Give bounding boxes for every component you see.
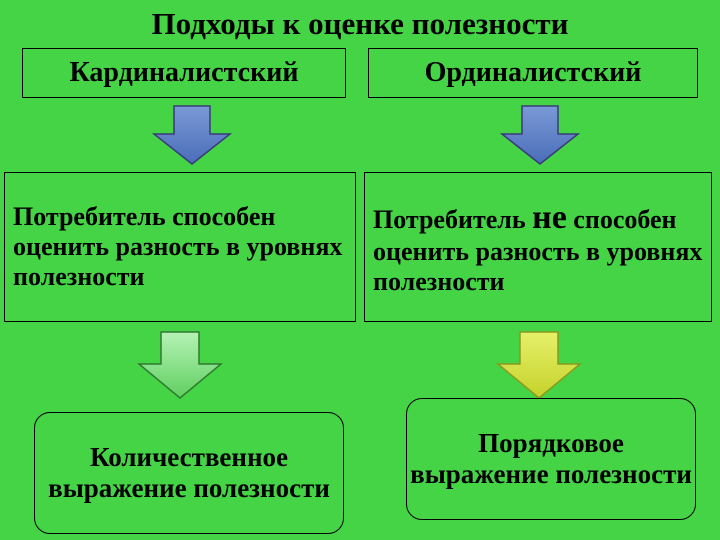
heading-left: Кардиналистский [22, 48, 346, 98]
arrow-blue-right [498, 104, 582, 166]
page-title: Подходы к оценке полезности [0, 0, 720, 42]
bottom-right: Порядковое выражение полезности [406, 398, 696, 520]
arrow-yellow-right [494, 330, 584, 400]
arrow-green-left [135, 330, 225, 400]
heading-right: Ординалистский [368, 48, 698, 98]
middle-right: Потребитель не способен оценить разность… [364, 172, 712, 322]
bottom-left: Количественное выражение полезности [34, 412, 344, 534]
middle-left: Потребитель способен оценить разность в … [4, 172, 356, 322]
middle-right-prefix: Потребитель [373, 205, 532, 234]
arrow-blue-left [150, 104, 234, 166]
middle-right-emph: не [532, 199, 567, 236]
